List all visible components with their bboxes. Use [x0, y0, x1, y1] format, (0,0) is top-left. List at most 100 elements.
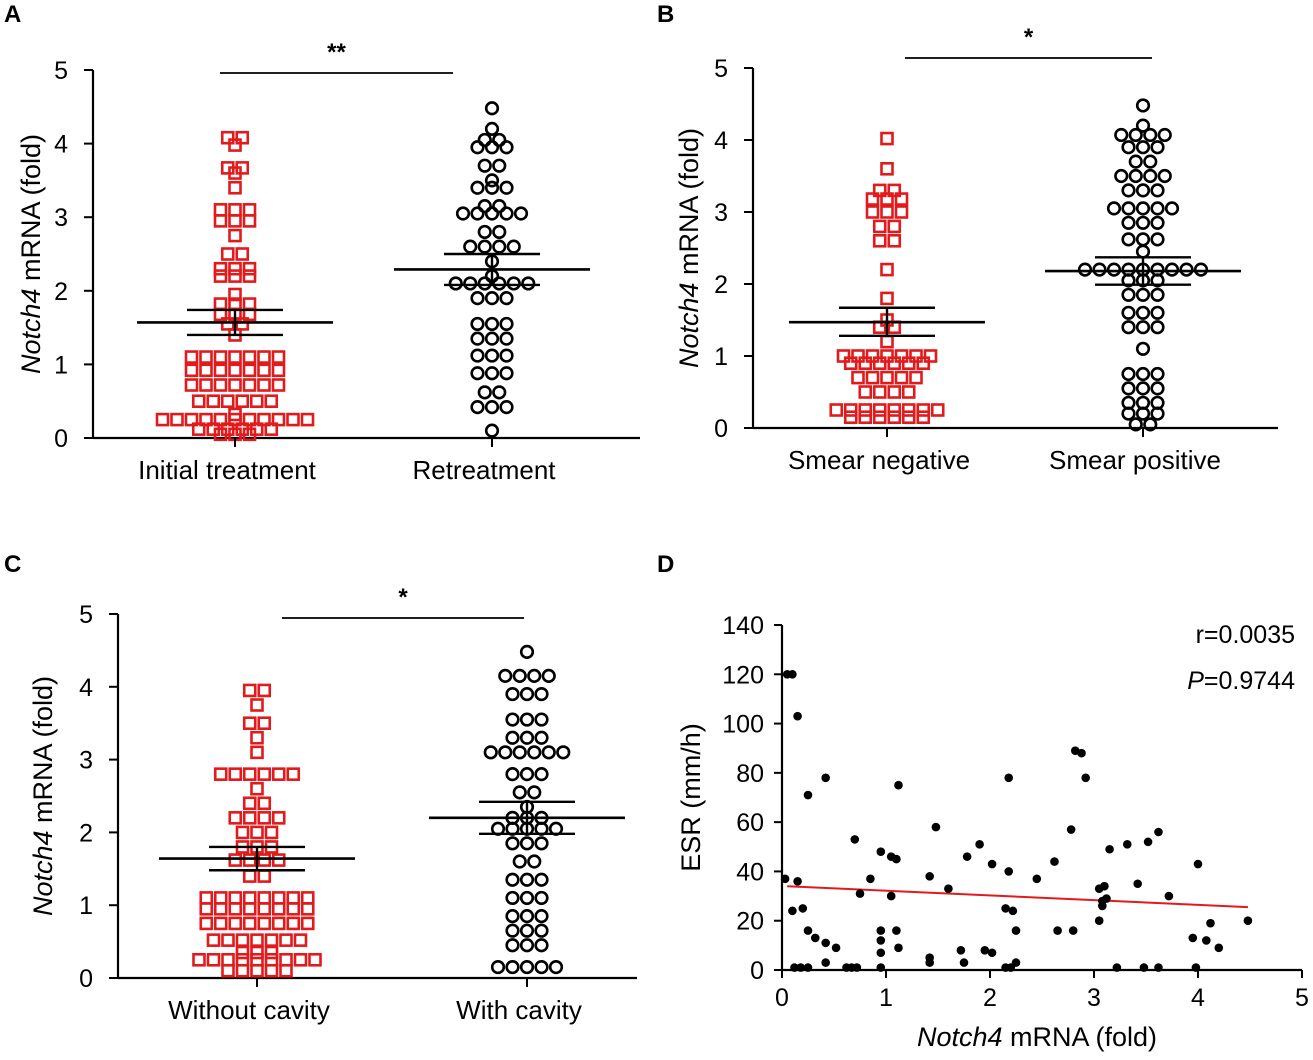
data-point-circle: [1135, 305, 1151, 320]
y-tick-label: 3: [714, 199, 728, 227]
data-point: [1077, 748, 1086, 758]
data-point-circle: [470, 140, 485, 155]
data-point-circle: [505, 923, 520, 938]
data-point-square: [923, 349, 938, 363]
data-point: [1202, 936, 1211, 945]
data-point-square: [242, 811, 257, 825]
data-point-circle: [1135, 366, 1151, 382]
data-point-circle: [1121, 320, 1136, 335]
data-point-circle: [484, 206, 500, 221]
data-point-circle: [470, 316, 485, 332]
data-point-circle: [1135, 244, 1151, 259]
data-point-circle: [1135, 118, 1151, 133]
data-point-square: [199, 363, 213, 378]
data-point-square: [887, 219, 902, 234]
data-point-circle: [519, 712, 535, 727]
data-point-circle: [1150, 305, 1165, 320]
data-point-circle: [499, 348, 514, 363]
data-point-square: [228, 261, 242, 276]
data-point-circle: [534, 712, 549, 727]
data-point-circle: [490, 959, 506, 975]
data-point: [1122, 840, 1132, 849]
data-point-square: [293, 933, 308, 947]
data-point: [987, 859, 997, 869]
data-point-square: [199, 350, 213, 364]
p-value-number: =0.9744: [1204, 667, 1295, 695]
data-point-square: [213, 378, 228, 392]
panel-label-b: B: [657, 1, 674, 28]
data-point-square: [228, 412, 242, 427]
y-axis-title-rest: mRNA (fold): [28, 676, 58, 831]
data-point-circle: [477, 224, 492, 240]
x-tick-label: 4: [1191, 984, 1205, 1012]
data-point-circle: [521, 276, 536, 291]
panel-label-c: C: [4, 551, 21, 578]
correlation-r: r=0.0035: [1196, 621, 1295, 649]
data-point-circle: [1135, 140, 1151, 155]
data-point-square: [286, 916, 301, 931]
data-point-square: [271, 363, 286, 378]
data-point-square: [880, 291, 894, 306]
data-point-square: [199, 902, 214, 916]
data-point-circle: [499, 180, 514, 195]
data-point-square: [843, 410, 858, 425]
data-point-circle: [470, 206, 485, 221]
data-point-circle: [1077, 262, 1093, 277]
data-point-circle: [1135, 232, 1151, 247]
data-point-square: [916, 403, 931, 417]
x-tick-label: 5: [1295, 984, 1309, 1012]
data-point-square: [242, 767, 257, 781]
data-point-circle: [1135, 341, 1151, 356]
data-point-square: [880, 162, 894, 176]
data-point-circle: [499, 399, 514, 415]
y-tick-label: 120: [722, 661, 764, 689]
data-point-circle: [541, 668, 556, 683]
data-point-square: [887, 410, 902, 425]
data-point-circle: [484, 331, 500, 346]
y-tick-label: 100: [722, 711, 764, 739]
data-point: [1214, 943, 1224, 953]
data-point-circle: [505, 890, 520, 906]
data-point-square: [228, 138, 242, 152]
data-point-square: [235, 952, 250, 967]
data-point: [855, 889, 865, 898]
data-point-square: [279, 952, 293, 967]
data-point-circle: [484, 399, 500, 415]
data-point-square: [199, 412, 213, 427]
data-point: [1154, 963, 1163, 972]
data-point: [1008, 906, 1018, 916]
y-axis-title: Notch4 mRNA (fold): [674, 128, 704, 368]
data-point-circle: [1121, 201, 1136, 216]
y-axis-title-rest: mRNA (fold): [674, 128, 704, 283]
data-point-square: [300, 412, 315, 427]
data-point-square: [930, 403, 945, 417]
p-value-label: P: [1187, 667, 1204, 695]
y-tick-label: 2: [79, 819, 93, 847]
data-point-circle: [455, 206, 471, 221]
x-axis-title-italic: Notch4: [917, 1022, 1003, 1052]
data-point-circle: [470, 366, 485, 381]
data-point-square: [257, 716, 272, 731]
y-tick-label: 80: [736, 760, 764, 788]
y-tick-label: 3: [79, 747, 93, 775]
data-point-circle: [477, 239, 492, 254]
data-point: [1004, 773, 1014, 783]
data-point-square: [213, 891, 228, 905]
data-point-square: [843, 403, 858, 417]
data-point-square: [894, 205, 909, 219]
data-point-circle: [556, 745, 571, 760]
y-tick-label: 40: [736, 858, 764, 886]
data-point: [876, 936, 886, 945]
data-point-circle: [484, 101, 500, 116]
data-point-square: [880, 131, 894, 146]
data-point-circle: [470, 331, 485, 346]
data-point-circle: [470, 399, 485, 415]
y-tick-label: 4: [714, 127, 728, 155]
data-point: [803, 963, 813, 972]
data-point: [821, 958, 830, 967]
data-point-square: [916, 410, 931, 425]
data-point-circle: [492, 199, 507, 214]
data-point-square: [257, 350, 271, 364]
data-point-circle: [527, 745, 542, 760]
data-point-circle: [1128, 154, 1143, 169]
